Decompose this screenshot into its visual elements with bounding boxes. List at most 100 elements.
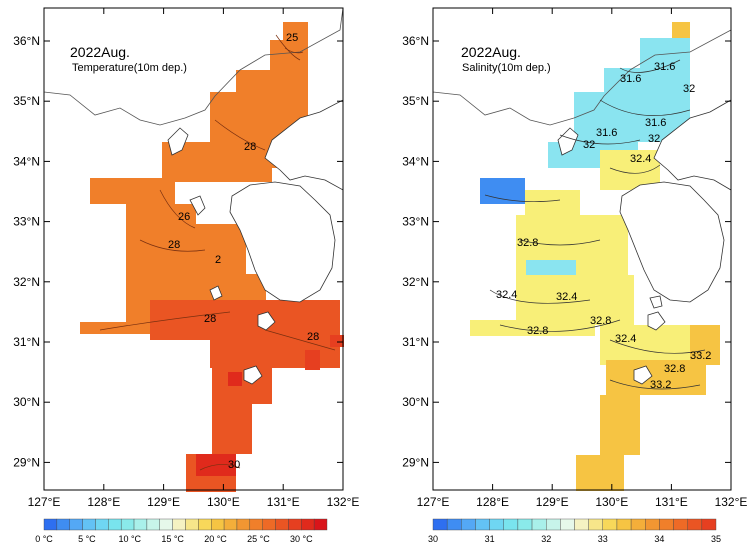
- contour-label: 2: [215, 254, 221, 266]
- lat-tick-label: 31°N: [402, 335, 429, 349]
- salinity-subtitle: Salinity(10m dep.): [462, 62, 551, 74]
- colorbar-swatch: [546, 518, 561, 531]
- lon-tick-label: 128°E: [87, 495, 120, 509]
- salinity-axis: 127°E 128°E 129°E 130°E 131°E 132°E 36°N 35°N 34…: [402, 8, 747, 509]
- lon-tick-label: 130°E: [595, 495, 628, 509]
- colorbar-label: 30 °C: [290, 534, 313, 544]
- colorbar-label: 15 °C: [161, 534, 184, 544]
- colorbar-swatch: [701, 518, 717, 531]
- contour-label: 31.6: [654, 61, 675, 73]
- colorbar-swatch: [223, 518, 238, 531]
- salinity-contour-labels: 31.6 31.6 32 31.6 31.6 32 32 32.4 32.8 3…: [496, 61, 711, 391]
- contour-label: 30: [228, 459, 240, 471]
- lon-tick-label: 131°E: [267, 495, 300, 509]
- colorbar-swatch: [108, 518, 122, 531]
- temperature-frame: [43, 7, 344, 491]
- lon-tick-label: 131°E: [655, 495, 688, 509]
- colorbar-label: 31: [485, 534, 495, 544]
- lat-tick-label: 29°N: [13, 455, 40, 469]
- colorbar-swatch: [133, 518, 148, 531]
- colorbar-swatch: [56, 518, 70, 531]
- colorbar-swatch: [249, 518, 263, 531]
- colorbar-swatch: [517, 518, 533, 531]
- contour-label: 32.4: [615, 333, 636, 345]
- colorbar-label: 34: [654, 534, 664, 544]
- colorbar-label: 0 °C: [35, 534, 53, 544]
- lat-tick-label: 34°N: [13, 154, 40, 168]
- colorbar-swatch: [673, 518, 688, 531]
- temperature-axis: 127°E 128°E 129°E 130°E 131°E 132°E 36°N 35°N 34…: [13, 8, 359, 509]
- colorbar-swatch: [172, 518, 186, 531]
- colorbar-swatch: [198, 518, 212, 531]
- colorbar-swatch: [588, 518, 604, 531]
- colorbar-swatch: [236, 518, 251, 531]
- lon-tick-label: 128°E: [476, 495, 509, 509]
- lat-tick-label: 36°N: [402, 34, 429, 48]
- temperature-colorbar: 0 °C 5 °C 10 °C 15 °C 20 °C 25 °C 30 °C: [35, 518, 328, 544]
- colorbar-label: 5 °C: [78, 534, 96, 544]
- contour-label: 32.4: [556, 291, 577, 303]
- lat-tick-label: 32°N: [13, 275, 40, 289]
- salinity-panel: 31.6 31.6 32 31.6 31.6 32 32 32.4 32.8 3…: [402, 7, 747, 544]
- colorbar-swatch: [446, 518, 462, 531]
- lat-tick-label: 30°N: [13, 395, 40, 409]
- contour-label: 32: [683, 83, 695, 95]
- colorbar-swatch: [288, 518, 302, 531]
- salinity-contours: [484, 59, 706, 390]
- contour-label: 31.6: [645, 117, 666, 129]
- colorbar-swatch: [262, 518, 276, 531]
- lon-tick-label: 129°E: [536, 495, 569, 509]
- colorbar-label: 20 °C: [204, 534, 227, 544]
- contour-label: 28: [168, 239, 180, 251]
- colorbar-label: 33: [598, 534, 608, 544]
- colorbar-swatch: [602, 518, 618, 531]
- contour-label: 32.8: [517, 237, 538, 249]
- salinity-field: [470, 22, 720, 491]
- lon-tick-label: 132°E: [327, 495, 360, 509]
- lat-tick-label: 36°N: [13, 34, 40, 48]
- colorbar-swatch: [574, 518, 589, 531]
- contour-label: 31.6: [620, 73, 641, 85]
- temperature-panel: 25 28 26 28 2 28 28 30 2022Aug. Temperat…: [13, 7, 359, 544]
- contour-label: 32: [648, 133, 660, 145]
- lat-tick-label: 33°N: [13, 215, 40, 229]
- lon-tick-label: 127°E: [417, 495, 450, 509]
- lat-tick-label: 33°N: [402, 215, 429, 229]
- lat-tick-label: 30°N: [402, 395, 429, 409]
- colorbar-label: 35: [711, 534, 721, 544]
- colorbar-swatch: [95, 518, 109, 531]
- lat-tick-label: 35°N: [13, 94, 40, 108]
- colorbar-swatch: [616, 518, 632, 531]
- salinity-colorbar: 30 31 32 33 34 35: [428, 518, 721, 544]
- lat-tick-label: 32°N: [402, 275, 429, 289]
- colorbar-label: 32: [541, 534, 551, 544]
- lon-tick-label: 127°E: [28, 495, 61, 509]
- colorbar-swatch: [211, 518, 225, 531]
- lon-tick-label: 132°E: [715, 495, 748, 509]
- temperature-title: 2022Aug.: [70, 44, 130, 60]
- lon-tick-label: 130°E: [207, 495, 240, 509]
- lat-tick-label: 31°N: [13, 335, 40, 349]
- colorbar-swatch: [120, 518, 135, 531]
- colorbar-swatch: [313, 518, 328, 531]
- contour-label: 31.6: [596, 127, 617, 139]
- colorbar-swatch: [489, 518, 504, 531]
- salinity-frame: [432, 7, 732, 491]
- temperature-contour-labels: 25 28 26 28 2 28 28 30: [168, 32, 319, 471]
- colorbar-swatch: [630, 518, 646, 531]
- contour-label: 32.4: [496, 289, 517, 301]
- contour-label: 25: [286, 32, 298, 44]
- contour-label: 28: [204, 313, 216, 325]
- colorbar-swatch: [185, 518, 199, 531]
- lat-tick-label: 29°N: [402, 455, 429, 469]
- temperature-field: [80, 22, 344, 492]
- contour-label: 32: [583, 139, 595, 151]
- colorbar-swatch: [475, 518, 490, 531]
- contour-label: 32.8: [590, 315, 611, 327]
- colorbar-swatch: [301, 518, 315, 531]
- contour-label: 32.8: [664, 363, 685, 375]
- contour-label: 32.4: [630, 153, 651, 165]
- contour-label: 33.2: [690, 350, 711, 362]
- lat-tick-label: 34°N: [402, 154, 429, 168]
